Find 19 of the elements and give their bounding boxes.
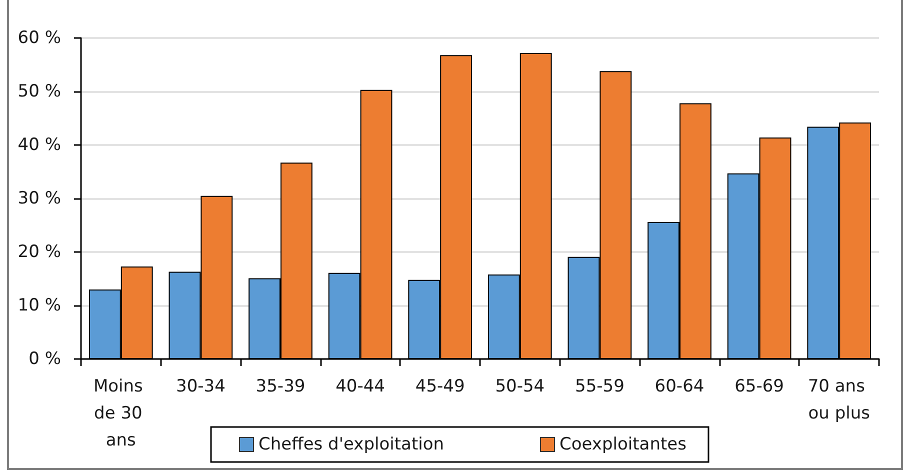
x-tick-label: 60-64 — [654, 376, 704, 396]
y-tick-label: 10 % — [18, 296, 61, 316]
x-tick-label: 55-59 — [574, 376, 624, 396]
x-tick-label: 30-34 — [176, 376, 226, 396]
x-tick-label: 70 ans ou plus — [808, 376, 870, 424]
x-tick-label: 40-44 — [336, 376, 386, 396]
x-tick-label: 50-54 — [495, 376, 545, 396]
x-tick-label: 35-39 — [256, 376, 306, 396]
y-tick-label: 0 % — [28, 349, 61, 369]
x-tick-label: 45-49 — [415, 376, 465, 396]
y-tick-label: 30 % — [18, 188, 61, 208]
y-tick-label: 40 % — [18, 135, 61, 155]
y-tick-label: 20 % — [18, 242, 61, 262]
legend-label: Coexploitantes — [560, 434, 687, 454]
y-tick-label: 60 % — [18, 28, 61, 48]
legend-label: Cheffes d'exploitation — [258, 434, 444, 454]
y-tick-label: 50 % — [18, 82, 61, 102]
x-tick-label: Moins de 30 ans — [93, 376, 148, 450]
x-tick-label: 65-69 — [734, 376, 784, 396]
